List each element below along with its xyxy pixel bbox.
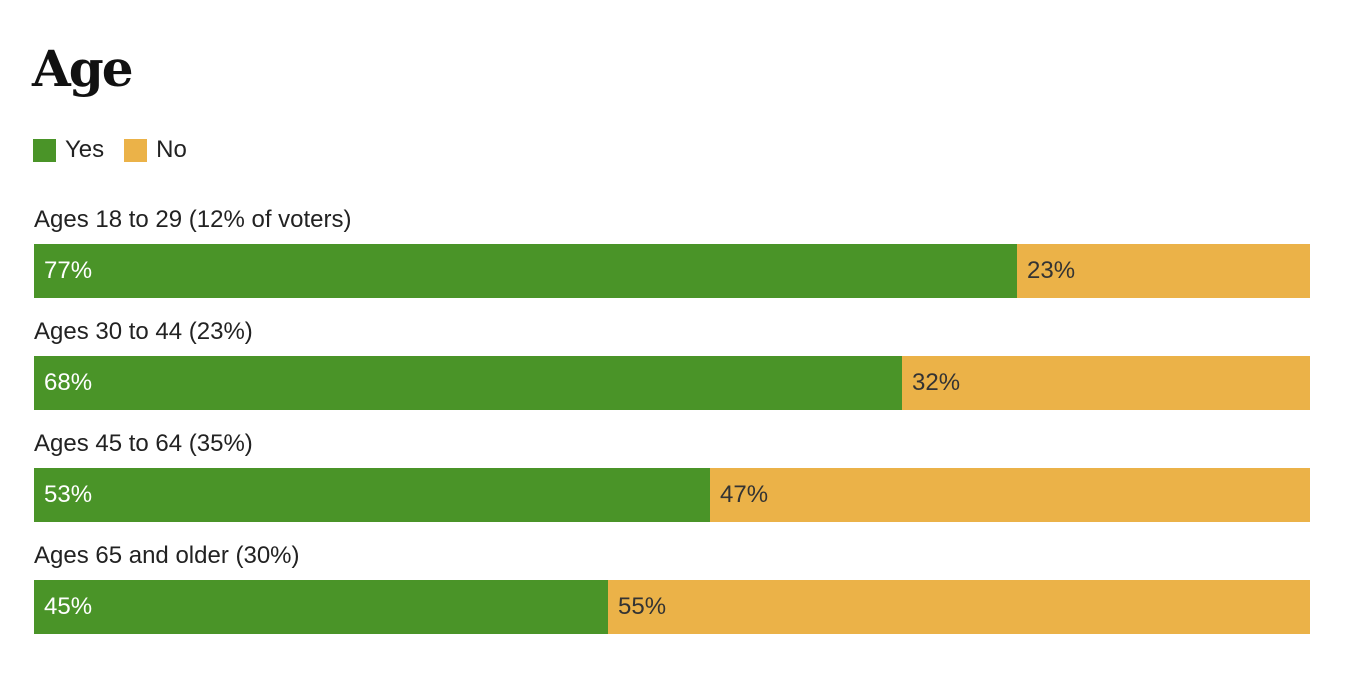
bar-row: Ages 65 and older (30%) 45% 55% (34, 540, 1310, 652)
stacked-bar: 77% 23% (34, 244, 1310, 298)
data-label: 55% (618, 593, 667, 620)
data-label: 77% (44, 257, 93, 284)
chart-legend: Yes No (33, 137, 207, 163)
bar-segment-yes: 77% (34, 244, 1017, 298)
data-label: 53% (44, 481, 93, 508)
legend-label-no: No (156, 136, 187, 163)
bar-segment-yes: 45% (34, 580, 608, 634)
bar-row: Ages 18 to 29 (12% of voters) 77% 23% (34, 204, 1310, 316)
legend-item-no: No (124, 137, 187, 163)
chart-title: Age (32, 39, 134, 98)
bar-segment-no: 23% (1017, 244, 1310, 298)
bar-row: Ages 45 to 64 (35%) 53% 47% (34, 428, 1310, 540)
legend-swatch-no (124, 138, 148, 162)
category-label: Ages 18 to 29 (12% of voters) (34, 206, 352, 233)
stacked-bar: 53% 47% (34, 468, 1310, 522)
category-label: Ages 65 and older (30%) (34, 542, 300, 569)
stacked-bar: 45% 55% (34, 580, 1310, 634)
data-label: 23% (1027, 257, 1076, 284)
bar-segment-no: 55% (608, 580, 1310, 634)
legend-label-yes: Yes (65, 136, 105, 163)
data-label: 32% (912, 369, 961, 396)
data-label: 45% (44, 593, 93, 620)
data-label: 47% (720, 481, 769, 508)
bar-segment-yes: 53% (34, 468, 710, 522)
category-label: Ages 45 to 64 (35%) (34, 430, 253, 457)
bar-segment-yes: 68% (34, 356, 902, 410)
bar-segment-no: 32% (902, 356, 1310, 410)
bar-rows: Ages 18 to 29 (12% of voters) 77% 23% Ages … (34, 204, 1310, 652)
bar-segment-no: 47% (710, 468, 1310, 522)
bar-row: Ages 30 to 44 (23%) 68% 32% (34, 316, 1310, 428)
data-label: 68% (44, 369, 93, 396)
legend-item-yes: Yes (33, 137, 104, 163)
category-label: Ages 30 to 44 (23%) (34, 318, 253, 345)
legend-swatch-yes (33, 138, 56, 162)
stacked-bar: 68% 32% (34, 356, 1310, 410)
